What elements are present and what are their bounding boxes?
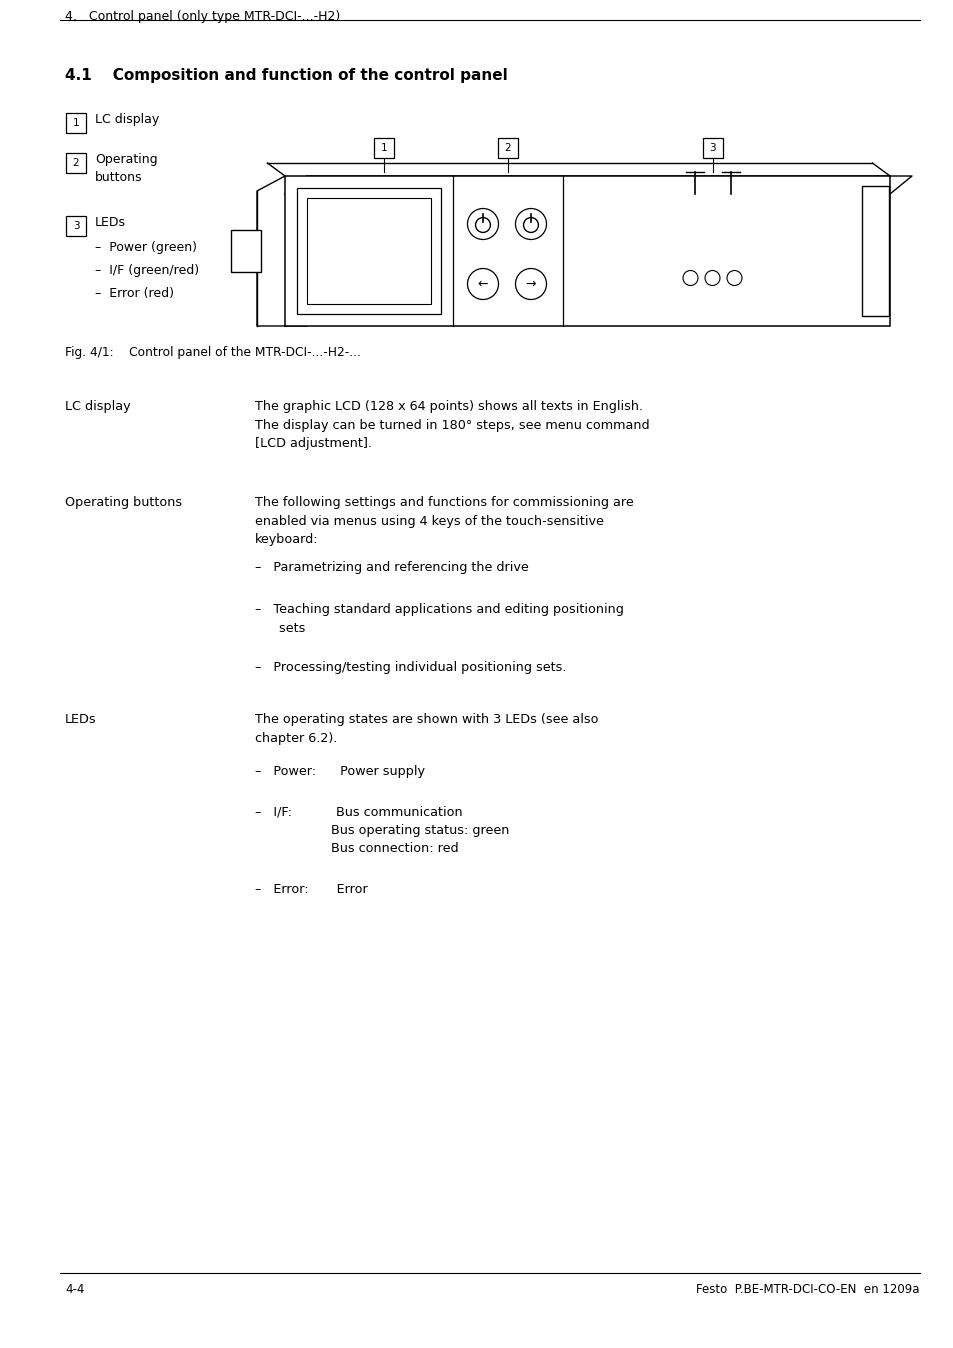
Text: 4.   Control panel (only type MTR-DCI-...-H2): 4. Control panel (only type MTR-DCI-...-… xyxy=(65,9,340,23)
Text: 3: 3 xyxy=(72,221,79,231)
Bar xyxy=(374,137,394,158)
Bar xyxy=(231,231,261,272)
Circle shape xyxy=(726,271,741,286)
Text: →: → xyxy=(525,278,536,291)
Bar xyxy=(66,216,86,236)
Bar xyxy=(285,177,889,326)
Text: 1: 1 xyxy=(380,143,387,154)
Text: LEDs: LEDs xyxy=(95,216,126,229)
Bar xyxy=(497,137,517,158)
Text: Festo  P.BE-MTR-DCI-CO-EN  en 1209a: Festo P.BE-MTR-DCI-CO-EN en 1209a xyxy=(696,1283,919,1295)
Text: The following settings and functions for commissioning are
enabled via menus usi: The following settings and functions for… xyxy=(254,496,633,546)
Text: –   Parametrizing and referencing the drive: – Parametrizing and referencing the driv… xyxy=(254,561,528,574)
Circle shape xyxy=(704,271,720,286)
Text: 2: 2 xyxy=(504,143,511,154)
Text: The graphic LCD (128 x 64 points) shows all texts in English.
The display can be: The graphic LCD (128 x 64 points) shows … xyxy=(254,400,649,450)
Circle shape xyxy=(467,268,498,299)
Text: The operating states are shown with 3 LEDs (see also
chapter 6.2).: The operating states are shown with 3 LE… xyxy=(254,713,598,744)
Circle shape xyxy=(682,271,698,286)
Circle shape xyxy=(515,209,546,240)
Circle shape xyxy=(515,268,546,299)
Text: Operating
buttons: Operating buttons xyxy=(95,154,157,183)
Text: –  I/F (green/red): – I/F (green/red) xyxy=(95,264,199,276)
Text: Fig. 4/1:    Control panel of the MTR-DCI-...-H2-...: Fig. 4/1: Control panel of the MTR-DCI-.… xyxy=(65,346,360,359)
Bar xyxy=(296,187,440,314)
Text: 2: 2 xyxy=(72,158,79,168)
Bar xyxy=(862,186,888,315)
Bar xyxy=(66,154,86,173)
Text: –   Power:      Power supply: – Power: Power supply xyxy=(254,766,424,778)
Text: –  Power (green): – Power (green) xyxy=(95,241,196,253)
Text: –   Error:       Error: – Error: Error xyxy=(254,883,367,896)
Bar xyxy=(307,198,431,305)
Text: –   Processing/testing individual positioning sets.: – Processing/testing individual position… xyxy=(254,661,566,674)
Text: LC display: LC display xyxy=(65,400,131,412)
Text: LC display: LC display xyxy=(95,113,159,125)
Text: 4-4: 4-4 xyxy=(65,1283,84,1295)
Bar xyxy=(701,137,721,158)
Text: –  Error (red): – Error (red) xyxy=(95,287,173,301)
Text: Operating buttons: Operating buttons xyxy=(65,496,182,510)
Circle shape xyxy=(467,209,498,240)
Text: –   I/F:           Bus communication
                   Bus operating status: gr: – I/F: Bus communication Bus operating s… xyxy=(254,805,509,855)
Text: 1: 1 xyxy=(72,119,79,128)
Text: 3: 3 xyxy=(708,143,715,154)
Text: 4.1    Composition and function of the control panel: 4.1 Composition and function of the cont… xyxy=(65,67,507,84)
Bar xyxy=(66,113,86,133)
Text: –   Teaching standard applications and editing positioning
      sets: – Teaching standard applications and edi… xyxy=(254,603,623,635)
Text: ←: ← xyxy=(477,278,488,291)
Text: LEDs: LEDs xyxy=(65,713,96,727)
